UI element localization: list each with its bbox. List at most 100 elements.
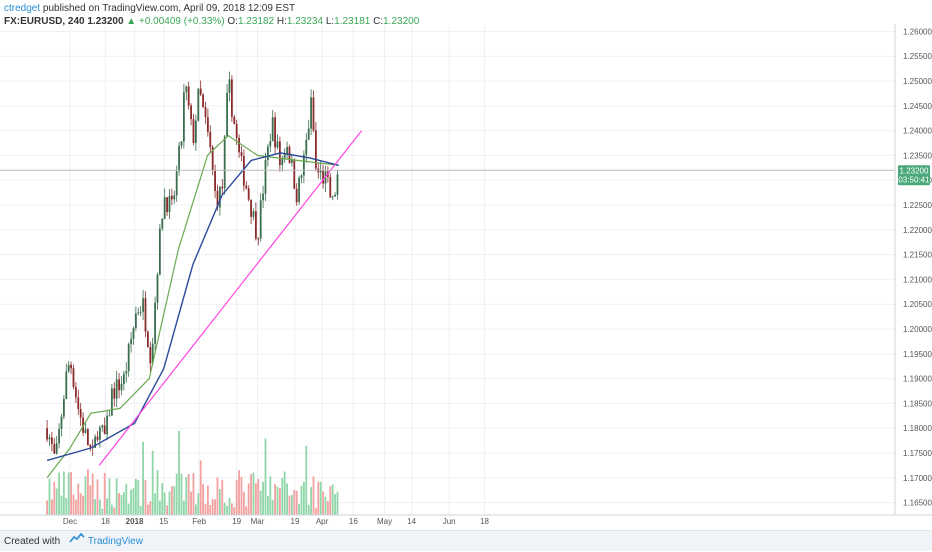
- x-tick-label: Jun: [443, 517, 456, 526]
- time-axis[interactable]: Dec 18 2018 15 Feb 19 Mar 19 Apr 16 May 14 Jun 18: [63, 517, 490, 526]
- close-value: 1.23200: [383, 16, 420, 27]
- tradingview-logo-icon[interactable]: [69, 531, 85, 551]
- volume-bar: [317, 481, 320, 515]
- candle-body: [72, 368, 75, 387]
- candle-body: [233, 116, 236, 124]
- candle-body: [161, 218, 164, 229]
- volume-bar: [132, 488, 135, 515]
- volume-bar: [86, 469, 89, 515]
- tradingview-brand-link[interactable]: TradingView: [87, 535, 143, 547]
- trendline[interactable]: [98, 130, 363, 466]
- volume-bar: [65, 498, 68, 515]
- candle-body: [240, 152, 243, 156]
- volume-bar: [125, 483, 128, 515]
- volume-bar: [67, 472, 70, 515]
- candle-body: [67, 364, 70, 372]
- author-link[interactable]: ctredget: [4, 3, 41, 14]
- volume-bar: [185, 476, 188, 515]
- candle-body: [245, 185, 248, 189]
- volume-bar: [218, 488, 221, 515]
- volume-bar: [166, 505, 168, 515]
- volume-bar: [276, 486, 279, 515]
- candle-body: [276, 141, 279, 148]
- candle-body: [77, 397, 80, 410]
- candle-body: [58, 429, 60, 444]
- volume-bar: [329, 486, 332, 515]
- candle-body: [271, 117, 274, 142]
- volume-bar: [247, 483, 250, 515]
- candle-body: [252, 211, 255, 217]
- volume-bar: [223, 502, 226, 515]
- x-tick-label: Dec: [63, 517, 77, 526]
- candle-body: [156, 274, 159, 303]
- candle-body: [168, 195, 171, 213]
- candle-body: [101, 425, 104, 428]
- candle-body: [180, 141, 183, 146]
- volume-bar: [139, 505, 142, 515]
- volume-bar: [151, 450, 154, 515]
- volume-bar: [120, 494, 123, 515]
- candle-body: [151, 343, 154, 364]
- candle-body: [55, 443, 58, 454]
- volume-bar: [206, 485, 209, 515]
- volume-bar: [336, 491, 339, 515]
- volume-bar: [113, 507, 116, 515]
- volume-bar: [235, 479, 238, 515]
- volume-bar: [77, 483, 80, 515]
- candle-body: [293, 159, 296, 189]
- candle-body: [106, 415, 108, 435]
- candle-body: [209, 131, 212, 148]
- volume-bar: [173, 486, 176, 515]
- candle-body: [103, 425, 106, 435]
- candle-body: [302, 154, 305, 176]
- candle-body: [211, 147, 214, 171]
- volume-bar: [314, 507, 317, 515]
- candle-body: [175, 171, 178, 196]
- volume-bar: [250, 474, 252, 515]
- volume-bar: [322, 491, 324, 515]
- volume-bar: [144, 480, 147, 515]
- volume-bar: [156, 470, 159, 515]
- candle-body: [329, 176, 332, 198]
- candle-body: [98, 427, 101, 440]
- high-label: H:: [276, 16, 287, 27]
- y-tick-label: 1.20000: [903, 325, 932, 334]
- x-tick-label: 16: [349, 517, 358, 526]
- volume-bar: [204, 503, 207, 515]
- candle-body: [108, 415, 111, 417]
- candle-body: [185, 86, 188, 93]
- price-chart[interactable]: 1.26000 1.25500 1.25000 1.24500 1.24000 1.235…: [0, 0, 932, 530]
- candle-body: [146, 331, 149, 348]
- candle-body: [154, 302, 156, 344]
- candle-body: [74, 386, 77, 398]
- x-tick-label: 15: [159, 517, 168, 526]
- candle-body: [286, 146, 288, 154]
- low-label: L:: [325, 16, 335, 27]
- volume-bar: [305, 445, 308, 515]
- price-badge: 1.23200 03:50:41: [898, 165, 930, 186]
- volume-bar: [72, 494, 75, 515]
- volume-bar: [106, 498, 108, 515]
- candle-body: [312, 97, 315, 131]
- candle-body: [62, 398, 65, 417]
- volume-bar: [242, 491, 245, 515]
- candle-body: [283, 153, 286, 158]
- volume-bar: [154, 493, 156, 515]
- x-tick-label: Apr: [316, 517, 329, 526]
- candle-body: [216, 190, 219, 208]
- candle-body: [254, 211, 257, 239]
- volume-bar: [199, 460, 202, 515]
- volume-bar: [214, 499, 216, 515]
- volume-bar: [334, 494, 336, 515]
- candle-body: [298, 177, 300, 203]
- candle-body: [144, 298, 147, 332]
- volume-bar: [312, 476, 315, 515]
- candle-body: [223, 136, 226, 189]
- price-axis[interactable]: 1.26000 1.25500 1.25000 1.24500 1.24000 1.235…: [903, 27, 932, 507]
- candle-body: [94, 436, 96, 448]
- candle-body: [257, 238, 260, 240]
- volume-bar: [281, 478, 284, 515]
- high-value: 1.23234: [286, 16, 324, 27]
- candle-body: [230, 79, 233, 117]
- volume-bar: [110, 504, 113, 515]
